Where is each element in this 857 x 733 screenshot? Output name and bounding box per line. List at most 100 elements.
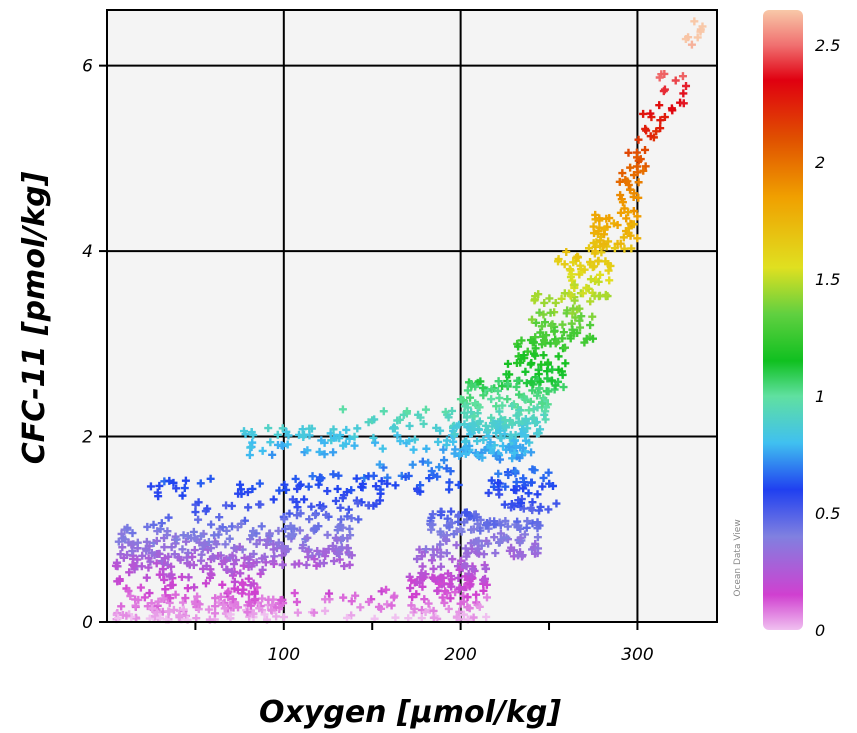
data-point — [225, 534, 234, 543]
data-point — [445, 485, 454, 494]
data-point — [493, 386, 502, 395]
y-tick-label: 4 — [82, 242, 93, 262]
data-point — [494, 469, 503, 478]
data-point — [508, 454, 517, 463]
data-point — [162, 531, 171, 540]
data-point — [551, 339, 560, 348]
data-point — [326, 429, 335, 438]
data-point — [469, 525, 478, 534]
data-point — [525, 406, 534, 415]
data-point — [514, 418, 523, 427]
data-point — [545, 479, 554, 488]
data-point — [582, 283, 591, 292]
data-point — [641, 162, 650, 171]
data-point — [429, 613, 438, 622]
data-point — [482, 580, 491, 589]
data-point — [630, 189, 639, 198]
data-point — [589, 239, 598, 248]
data-point — [474, 536, 483, 545]
data-point — [179, 605, 188, 614]
data-point — [339, 491, 348, 500]
data-point — [545, 294, 554, 303]
data-point — [684, 33, 693, 42]
data-point — [148, 604, 157, 613]
data-point — [515, 406, 524, 415]
data-point — [291, 474, 300, 483]
data-point — [529, 338, 538, 347]
data-point — [140, 593, 149, 602]
data-point — [347, 551, 356, 560]
data-point — [189, 561, 198, 570]
data-point — [479, 586, 488, 595]
data-point — [590, 262, 599, 271]
data-point — [194, 515, 203, 524]
data-point — [290, 560, 299, 569]
data-point — [454, 573, 463, 582]
data-point — [155, 481, 164, 490]
data-point — [495, 407, 504, 416]
data-point — [302, 560, 311, 569]
data-point — [478, 453, 487, 462]
data-point — [465, 604, 474, 613]
data-point — [260, 610, 269, 619]
data-point — [560, 289, 569, 298]
data-point — [255, 479, 264, 488]
data-point — [249, 579, 258, 588]
data-point — [354, 515, 363, 524]
data-point — [410, 435, 419, 444]
data-point — [236, 569, 245, 578]
data-point — [353, 499, 362, 508]
data-point — [599, 242, 608, 251]
data-point — [489, 482, 498, 491]
data-point — [157, 519, 166, 528]
data-point — [429, 564, 438, 573]
data-point — [605, 276, 614, 285]
data-point — [194, 498, 203, 507]
data-point — [543, 374, 552, 383]
data-point — [278, 561, 287, 570]
data-point — [446, 594, 455, 603]
y-tick-label: 6 — [82, 57, 93, 77]
data-point — [371, 438, 380, 447]
data-point — [473, 450, 482, 459]
data-point — [436, 426, 445, 435]
data-point — [627, 244, 636, 253]
data-point — [420, 595, 429, 604]
data-point — [594, 257, 603, 266]
colorbar — [763, 10, 803, 630]
data-point — [379, 407, 388, 416]
colorbar-label: 0 — [815, 621, 825, 640]
data-point — [526, 397, 535, 406]
data-point — [483, 521, 492, 530]
data-point — [540, 318, 549, 327]
data-point — [520, 530, 529, 539]
data-point — [616, 208, 625, 217]
data-point — [461, 544, 470, 553]
data-point — [558, 334, 567, 343]
data-point — [292, 597, 301, 606]
data-point — [127, 612, 136, 621]
y-tick-label: 2 — [82, 428, 93, 448]
data-point — [483, 426, 492, 435]
data-point — [433, 586, 442, 595]
data-point — [356, 603, 365, 612]
data-point — [459, 610, 468, 619]
data-point — [538, 482, 547, 491]
data-point — [492, 402, 501, 411]
data-point — [496, 417, 505, 426]
data-point — [335, 549, 344, 558]
data-point — [590, 229, 599, 238]
data-point — [418, 562, 427, 571]
data-point — [428, 556, 437, 565]
data-point — [518, 425, 527, 434]
data-point — [206, 544, 215, 553]
data-point — [403, 407, 412, 416]
data-point — [424, 599, 433, 608]
data-point — [500, 500, 509, 509]
data-point — [634, 135, 643, 144]
data-point — [531, 344, 540, 353]
data-point — [476, 515, 485, 524]
data-point — [197, 550, 206, 559]
data-point — [468, 419, 477, 428]
plot-frame — [106, 9, 718, 623]
